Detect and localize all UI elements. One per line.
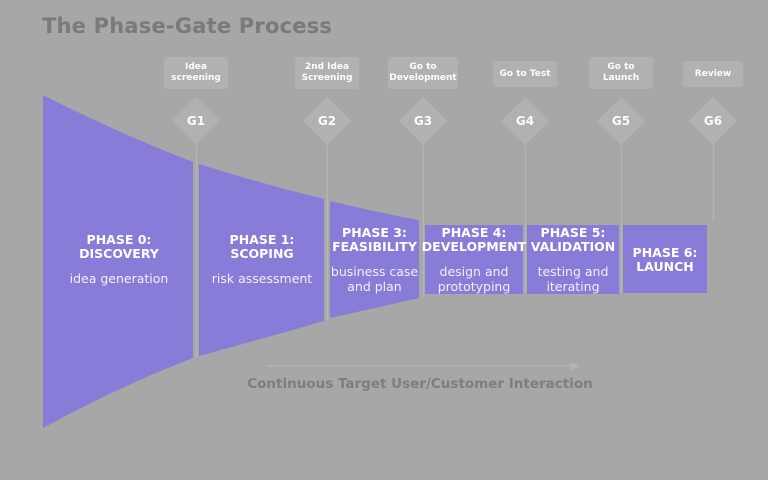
phase-1-title: PHASE 1: SCOPING [229, 232, 295, 262]
gate-5-id: G5 [611, 114, 631, 128]
phase-4-text: PHASE 4: DEVELOPMENT design and prototyp… [421, 212, 527, 308]
phase-3-shape [330, 201, 419, 318]
gate-1-label-box: Idea screening [164, 57, 228, 89]
phase-4-title: PHASE 4: DEVELOPMENT [421, 225, 527, 254]
gate-2-label: 2nd Idea Screening [301, 62, 353, 83]
phase-5-subtitle: testing and iterating [537, 264, 609, 294]
phase-6-shape [623, 225, 707, 293]
gate-2-id: G2 [317, 114, 337, 128]
gate-1-diamond [172, 97, 220, 145]
phase-1-text: PHASE 1: SCOPING risk assessment [201, 210, 323, 310]
gate-3-id: G3 [413, 114, 433, 128]
phase-0-title: PHASE 0: DISCOVERY [79, 232, 159, 262]
phase-4-subtitle: design and prototyping [437, 264, 511, 294]
gate-4-id: G4 [515, 114, 535, 128]
gate-3-label-box: Go to Development [388, 57, 458, 89]
phase-4-shape [425, 225, 523, 294]
gate-6-label-box: Review [683, 61, 743, 87]
gate-4-label-box: Go to Test [493, 61, 557, 87]
gate-5-label: Go to Launch [602, 62, 640, 83]
phase-1-shape [199, 164, 324, 356]
gate-6-diamond [689, 97, 737, 145]
gate-1-id: G1 [186, 114, 206, 128]
phase-1-subtitle: risk assessment [211, 271, 313, 287]
gate-6-id: G6 [703, 114, 723, 128]
phase-3-text: PHASE 3: FEASIBILITY business case and p… [328, 212, 421, 308]
phase-5-title: PHASE 5: VALIDATION [530, 225, 616, 254]
gate-4-diamond [501, 97, 549, 145]
gate-6-label: Review [694, 68, 732, 79]
page-title: The Phase-Gate Process [42, 14, 333, 38]
phase-3-subtitle: business case and plan [330, 264, 419, 294]
gate-3-label: Go to Development [389, 62, 457, 83]
gate-1-label: Idea screening [171, 62, 221, 83]
interaction-caption: Continuous Target User/Customer Interact… [247, 376, 593, 392]
phase-0-subtitle: idea generation [69, 271, 169, 287]
gate-5-label-box: Go to Launch [589, 57, 653, 89]
phase-6-title: PHASE 6: LAUNCH [632, 245, 698, 274]
interaction-arrow-head [571, 362, 579, 370]
gate-5-diamond [597, 97, 645, 145]
phase-6-text: PHASE 6: LAUNCH [623, 212, 707, 308]
phase-5-shape [527, 225, 619, 294]
phase-0-shape [43, 95, 193, 428]
phase-0-text: PHASE 0: DISCOVERY idea generation [45, 210, 193, 310]
gate-3-diamond [399, 97, 447, 145]
gate-2-label-box: 2nd Idea Screening [295, 57, 359, 89]
phase-5-text: PHASE 5: VALIDATION testing and iteratin… [527, 212, 619, 308]
gate-2-diamond [303, 97, 351, 145]
phase-3-title: PHASE 3: FEASIBILITY [332, 225, 417, 254]
gate-4-label: Go to Test [499, 68, 551, 79]
